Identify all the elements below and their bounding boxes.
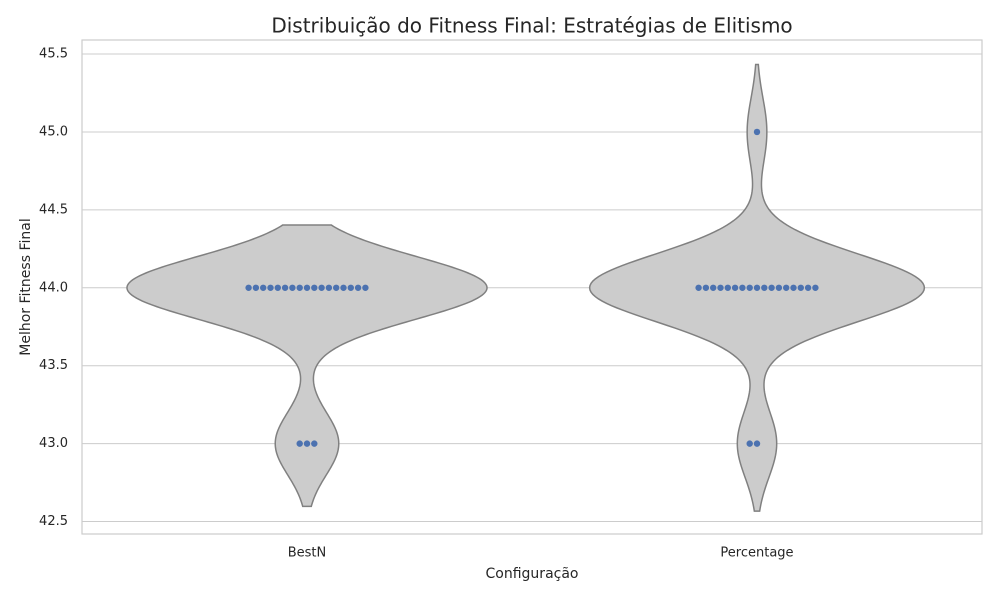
data-point — [303, 284, 311, 291]
data-point — [746, 440, 753, 447]
data-point — [710, 284, 717, 291]
data-point — [768, 284, 775, 291]
y-tick-label: 43.5 — [39, 358, 68, 373]
data-point — [325, 284, 333, 291]
y-tick-label: 42.5 — [39, 514, 68, 529]
data-point — [318, 284, 325, 291]
y-tick-label: 44.5 — [39, 202, 68, 217]
data-point — [804, 284, 812, 291]
data-point — [775, 284, 783, 291]
data-point — [790, 284, 797, 291]
data-point — [797, 284, 804, 291]
x-tick-label: Percentage — [720, 546, 793, 561]
data-point — [289, 284, 296, 291]
x-axis-label: Configuração — [486, 566, 579, 582]
data-point — [739, 284, 746, 291]
data-point — [753, 284, 761, 291]
y-tick-label: 45.5 — [39, 47, 68, 62]
data-point — [354, 284, 362, 291]
data-point — [731, 284, 739, 291]
data-point — [252, 284, 260, 291]
y-tick-label: 43.0 — [39, 436, 68, 451]
data-point — [303, 440, 311, 447]
chart-title: Distribuição do Fitness Final: Estratégi… — [271, 14, 792, 38]
data-point — [267, 284, 274, 291]
data-point — [783, 284, 790, 291]
data-point — [695, 284, 702, 291]
y-tick-label: 45.0 — [39, 124, 68, 139]
data-point — [281, 284, 289, 291]
data-point — [274, 284, 281, 291]
data-point — [761, 284, 768, 291]
data-point — [296, 440, 303, 447]
y-tick-label: 44.0 — [39, 280, 68, 295]
data-point — [311, 284, 318, 291]
data-point — [753, 128, 761, 136]
data-point — [245, 284, 252, 291]
data-point — [746, 284, 753, 291]
y-axis-label: Melhor Fitness Final — [18, 218, 34, 355]
data-point — [812, 284, 819, 291]
data-point — [340, 284, 347, 291]
data-point — [753, 440, 761, 447]
plot-frame — [81, 39, 983, 535]
data-point — [260, 284, 267, 291]
data-point — [296, 284, 303, 291]
data-point — [362, 284, 369, 291]
violin — [126, 224, 488, 508]
data-point — [333, 284, 340, 291]
data-point — [724, 284, 731, 291]
data-point — [717, 284, 724, 291]
data-point — [311, 440, 318, 447]
x-tick-label: BestN — [288, 546, 327, 561]
data-point — [347, 284, 354, 291]
data-point — [702, 284, 710, 291]
